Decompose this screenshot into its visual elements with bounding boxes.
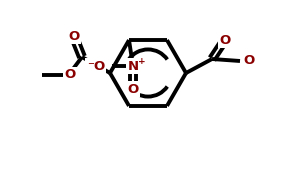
Text: O: O [128,83,139,96]
Text: O: O [243,55,254,67]
Text: O: O [219,33,231,47]
Text: O: O [68,30,80,42]
Text: +: + [138,57,146,66]
Text: O: O [64,69,76,81]
Text: N: N [128,60,139,73]
Text: ⁻O: ⁻O [87,60,105,73]
